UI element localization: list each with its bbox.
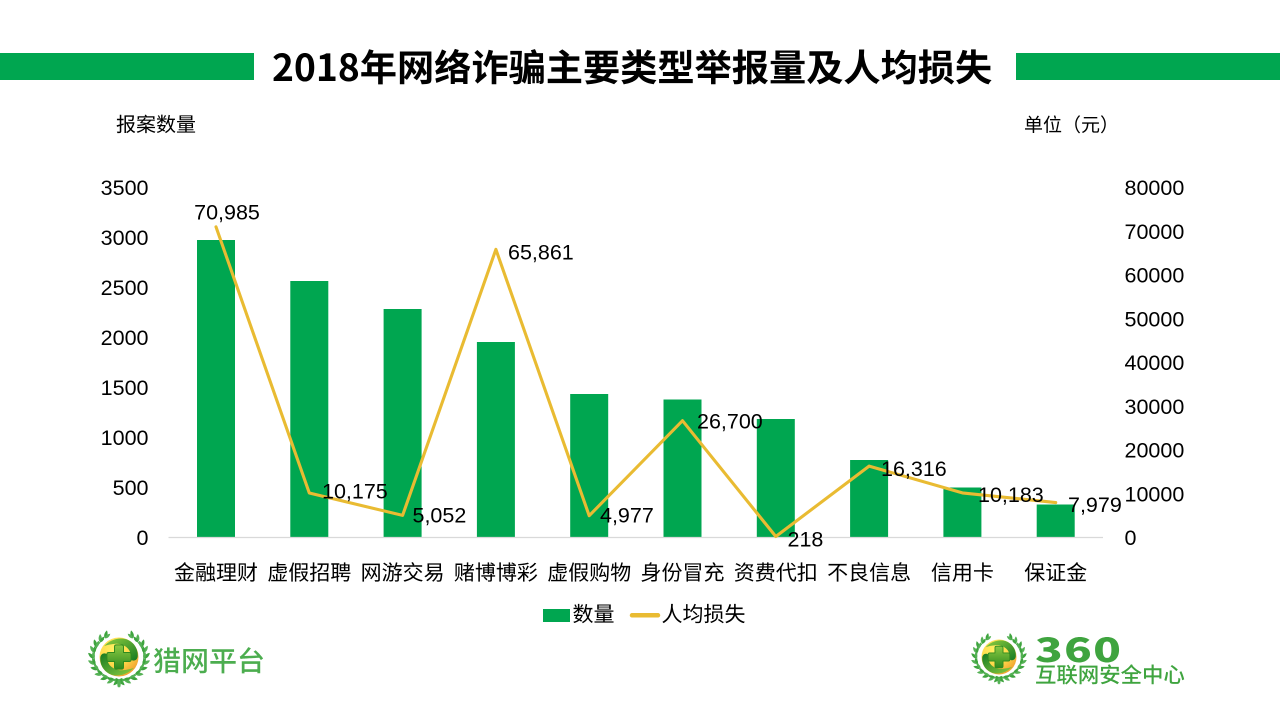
svg-text:3500: 3500 — [101, 176, 149, 200]
svg-text:30000: 30000 — [1125, 395, 1185, 419]
svg-text:5,052: 5,052 — [413, 504, 467, 528]
svg-text:20000: 20000 — [1125, 439, 1185, 463]
svg-text:4,977: 4,977 — [600, 504, 654, 528]
svg-text:3000: 3000 — [101, 226, 149, 250]
svg-text:65,861: 65,861 — [508, 241, 574, 265]
svg-text:10,183: 10,183 — [978, 483, 1044, 507]
svg-text:70000: 70000 — [1125, 220, 1185, 244]
svg-text:50000: 50000 — [1125, 307, 1185, 331]
svg-text:7,979: 7,979 — [1068, 493, 1122, 517]
svg-text:1000: 1000 — [101, 426, 149, 450]
svg-text:80000: 80000 — [1125, 176, 1185, 200]
svg-text:500: 500 — [113, 476, 149, 500]
svg-text:0: 0 — [1125, 526, 1137, 550]
svg-text:10000: 10000 — [1125, 482, 1185, 506]
svg-text:2500: 2500 — [101, 276, 149, 300]
svg-text:1500: 1500 — [101, 376, 149, 400]
svg-text:218: 218 — [788, 528, 824, 552]
svg-text:10,175: 10,175 — [322, 480, 388, 504]
svg-text:70,985: 70,985 — [194, 201, 260, 225]
svg-text:40000: 40000 — [1125, 351, 1185, 375]
svg-text:26,700: 26,700 — [697, 410, 763, 434]
svg-text:60000: 60000 — [1125, 264, 1185, 288]
svg-text:2000: 2000 — [101, 326, 149, 350]
svg-text:16,316: 16,316 — [881, 457, 947, 481]
svg-text:0: 0 — [137, 526, 149, 550]
